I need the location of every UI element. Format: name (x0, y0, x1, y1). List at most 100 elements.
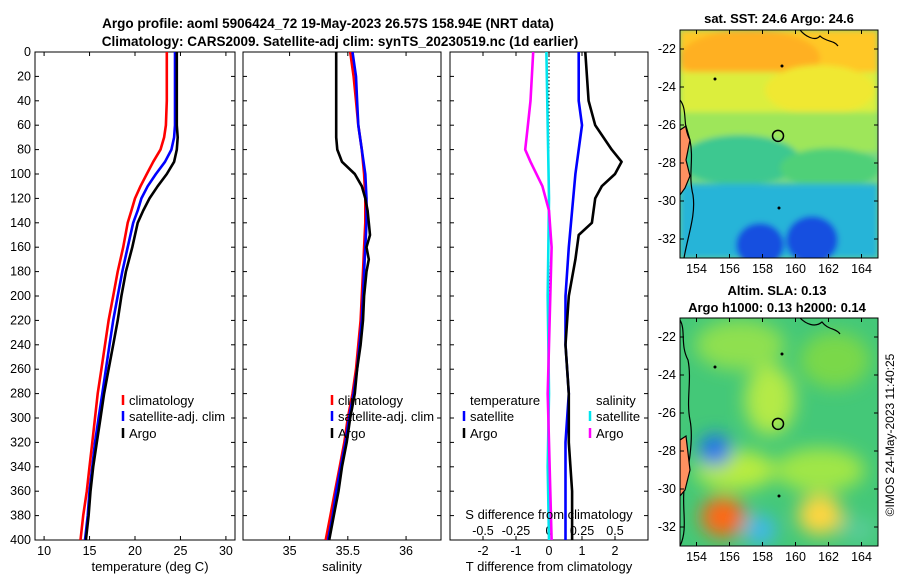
island-dot (780, 352, 784, 356)
lat-tick-label: -32 (658, 232, 676, 246)
sla-high-eddy (798, 495, 842, 535)
y-tick-label: 60 (17, 118, 31, 132)
difference-xlabel: T difference from climatology (466, 559, 633, 574)
island-dot (777, 206, 781, 210)
difference-y-ticks (450, 51, 648, 541)
temperature-lines (79, 52, 179, 540)
sst-green-patch (780, 148, 878, 188)
sla-low-eddy (699, 434, 731, 466)
lon-tick-label: 154 (686, 262, 707, 276)
x2-tick-label: 0.25 (570, 524, 594, 538)
legend-satellite-label: satellite-adj. clim (338, 409, 434, 424)
temperature-x-ticks: 10 15 20 25 30 (37, 52, 233, 558)
sla-anomaly (745, 365, 795, 435)
series-line-temperature-argo (564, 52, 623, 540)
x2-tick-label: 0.5 (606, 524, 623, 538)
sst-yellow-patch (765, 65, 875, 115)
sla-anomaly (800, 332, 870, 388)
x-tick-label: 30 (219, 544, 233, 558)
salinity-x-ticks: 35 35.5 36 (283, 52, 413, 558)
lat-tick-label: -22 (658, 330, 676, 344)
island-dot (713, 77, 717, 81)
argo-position-marker (771, 129, 785, 143)
sla-lon-ticks: 154 156 158 160 162 164 (686, 318, 872, 564)
sla-field (695, 320, 876, 546)
temperature-legend: climatology satellite-adj. clim Argo (121, 393, 225, 441)
lon-tick-label: 158 (752, 262, 773, 276)
sla-map-title-line1: Altim. SLA: 0.13 (728, 283, 827, 298)
legend-satellite-label: satellite-adj. clim (129, 409, 225, 424)
sst-green-patch (680, 135, 800, 185)
y-tick-label: 260 (10, 362, 31, 376)
difference-x2-ticks: -0.5 -0.25 0 0.25 0.5 (472, 524, 624, 538)
coastline (799, 318, 841, 335)
legend-temperature-title: temperature (470, 393, 540, 408)
x-tick-label: 20 (128, 544, 142, 558)
salinity-xlabel: salinity (322, 559, 362, 574)
sla-anomaly (775, 448, 865, 492)
y-tick-label: 40 (17, 94, 31, 108)
salinity-panel: 35 35.5 36 salinity climatology satellite-… (242, 51, 442, 574)
x-tick-label: 0 (546, 544, 553, 558)
legend-t-satellite-label: satellite (470, 409, 514, 424)
lat-tick-label: -24 (658, 368, 676, 382)
sla-anomaly (695, 320, 785, 370)
y-tick-label: 140 (10, 216, 31, 230)
sla-map-title-line2: Argo h1000: 0.13 h2000: 0.14 (688, 300, 867, 315)
y-tick-label: 80 (17, 143, 31, 157)
sst-lat-ticks: -22 -24 -26 -28 -30 -32 (658, 42, 878, 246)
sst-cold-patch (736, 223, 784, 258)
lon-tick-label: 164 (851, 550, 872, 564)
y-tick-label: 220 (10, 313, 31, 327)
x2-tick-label: -0.25 (502, 524, 531, 538)
legend-climatology-label: climatology (338, 393, 404, 408)
series-line-argo (84, 52, 179, 540)
lon-tick-label: 154 (686, 550, 707, 564)
y-tick-label: 20 (17, 69, 31, 83)
lon-tick-label: 156 (719, 550, 740, 564)
lon-tick-label: 162 (818, 262, 839, 276)
lat-tick-label: -28 (658, 444, 676, 458)
sla-map-frame (679, 317, 879, 547)
sst-lon-ticks: 154 156 158 160 162 164 (686, 30, 872, 276)
lat-tick-label: -28 (658, 156, 676, 170)
sst-map: sat. SST: 24.6 Argo: 24.6 (658, 11, 879, 276)
y-tick-label: 240 (10, 338, 31, 352)
x-tick-label: 2 (612, 544, 619, 558)
figure-title-line1: Argo profile: aoml 5906424_72 19-May-202… (102, 16, 554, 31)
figure-title-line2: Climatology: CARS2009. Satellite-adj cli… (102, 34, 578, 49)
lon-tick-label: 164 (851, 262, 872, 276)
argo-position-marker (771, 417, 785, 431)
sla-low-eddy (744, 514, 776, 546)
series-line-argo (327, 52, 372, 540)
salinity-y-ticks (243, 51, 441, 541)
series-line-satellite-adj-clim (83, 52, 177, 540)
legend-salinity-title: salinity (596, 393, 636, 408)
x-tick-label: -1 (510, 544, 521, 558)
lon-tick-label: 162 (818, 550, 839, 564)
difference-lines (523, 52, 623, 540)
salinity-lines (324, 52, 372, 540)
y-tick-label: 120 (10, 191, 31, 205)
x-tick-label: -2 (477, 544, 488, 558)
x-tick-label: 36 (399, 544, 413, 558)
lat-tick-label: -24 (658, 80, 676, 94)
legend-climatology-label: climatology (129, 393, 195, 408)
temperature-y-ticks: 0 20 40 60 80 100 120 140 160 180 200 220 240 260 280 3… (10, 45, 235, 547)
series-line-temperature-satellite (564, 52, 584, 540)
lat-tick-label: -30 (658, 194, 676, 208)
y-tick-label: 180 (10, 265, 31, 279)
lon-tick-label: 158 (752, 550, 773, 564)
x-tick-label: 15 (83, 544, 97, 558)
sst-map-frame (679, 29, 879, 259)
legend-argo-label: Argo (129, 426, 156, 441)
island-dot (780, 64, 784, 68)
difference-legend: temperature satellite Argo salinity sate… (462, 393, 640, 441)
lat-tick-label: -30 (658, 482, 676, 496)
series-line-climatology (79, 52, 169, 540)
y-tick-label: 400 (10, 533, 31, 547)
temperature-axes-frame (34, 51, 236, 541)
coastline (680, 99, 695, 258)
legend-s-argo-label: Argo (596, 426, 623, 441)
